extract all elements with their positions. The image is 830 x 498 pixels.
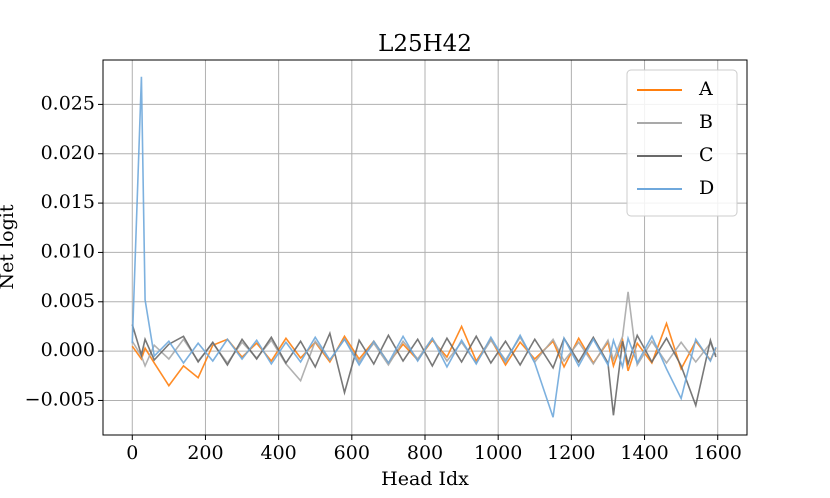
x-tick-label: 1200 xyxy=(547,442,595,464)
legend-label: C xyxy=(699,144,714,166)
plot-frame xyxy=(102,59,748,436)
legend-label: D xyxy=(699,177,714,199)
chart-title: L25H42 xyxy=(378,31,472,57)
x-tick-label: 200 xyxy=(187,442,223,464)
x-tick-label: 600 xyxy=(334,442,370,464)
x-tick-label: 1400 xyxy=(620,442,668,464)
x-tick-label: 1000 xyxy=(474,442,522,464)
y-tick-label: 0.000 xyxy=(41,339,95,361)
series-line xyxy=(131,291,717,383)
series-line xyxy=(131,321,717,388)
legend-label: A xyxy=(698,78,713,100)
legend-box xyxy=(626,69,738,217)
y-tick-label: −0.005 xyxy=(25,388,95,410)
y-tick-label: 0.010 xyxy=(41,240,95,262)
y-axis-label: Net logit xyxy=(0,204,18,289)
y-tick-label: 0.020 xyxy=(41,142,95,164)
x-tick-label: 800 xyxy=(407,442,443,464)
legend-label: B xyxy=(699,111,713,133)
series-line xyxy=(131,76,717,418)
x-axis-label: Head Idx xyxy=(381,468,469,490)
x-tick-label: 400 xyxy=(261,442,297,464)
y-tick-label: 0.025 xyxy=(41,92,95,114)
x-tick-label: 0 xyxy=(126,442,138,464)
y-tick-label: 0.015 xyxy=(41,191,95,213)
x-tick-label: 1600 xyxy=(694,442,742,464)
y-tick-label: 0.005 xyxy=(41,290,95,312)
series-line xyxy=(131,324,717,416)
